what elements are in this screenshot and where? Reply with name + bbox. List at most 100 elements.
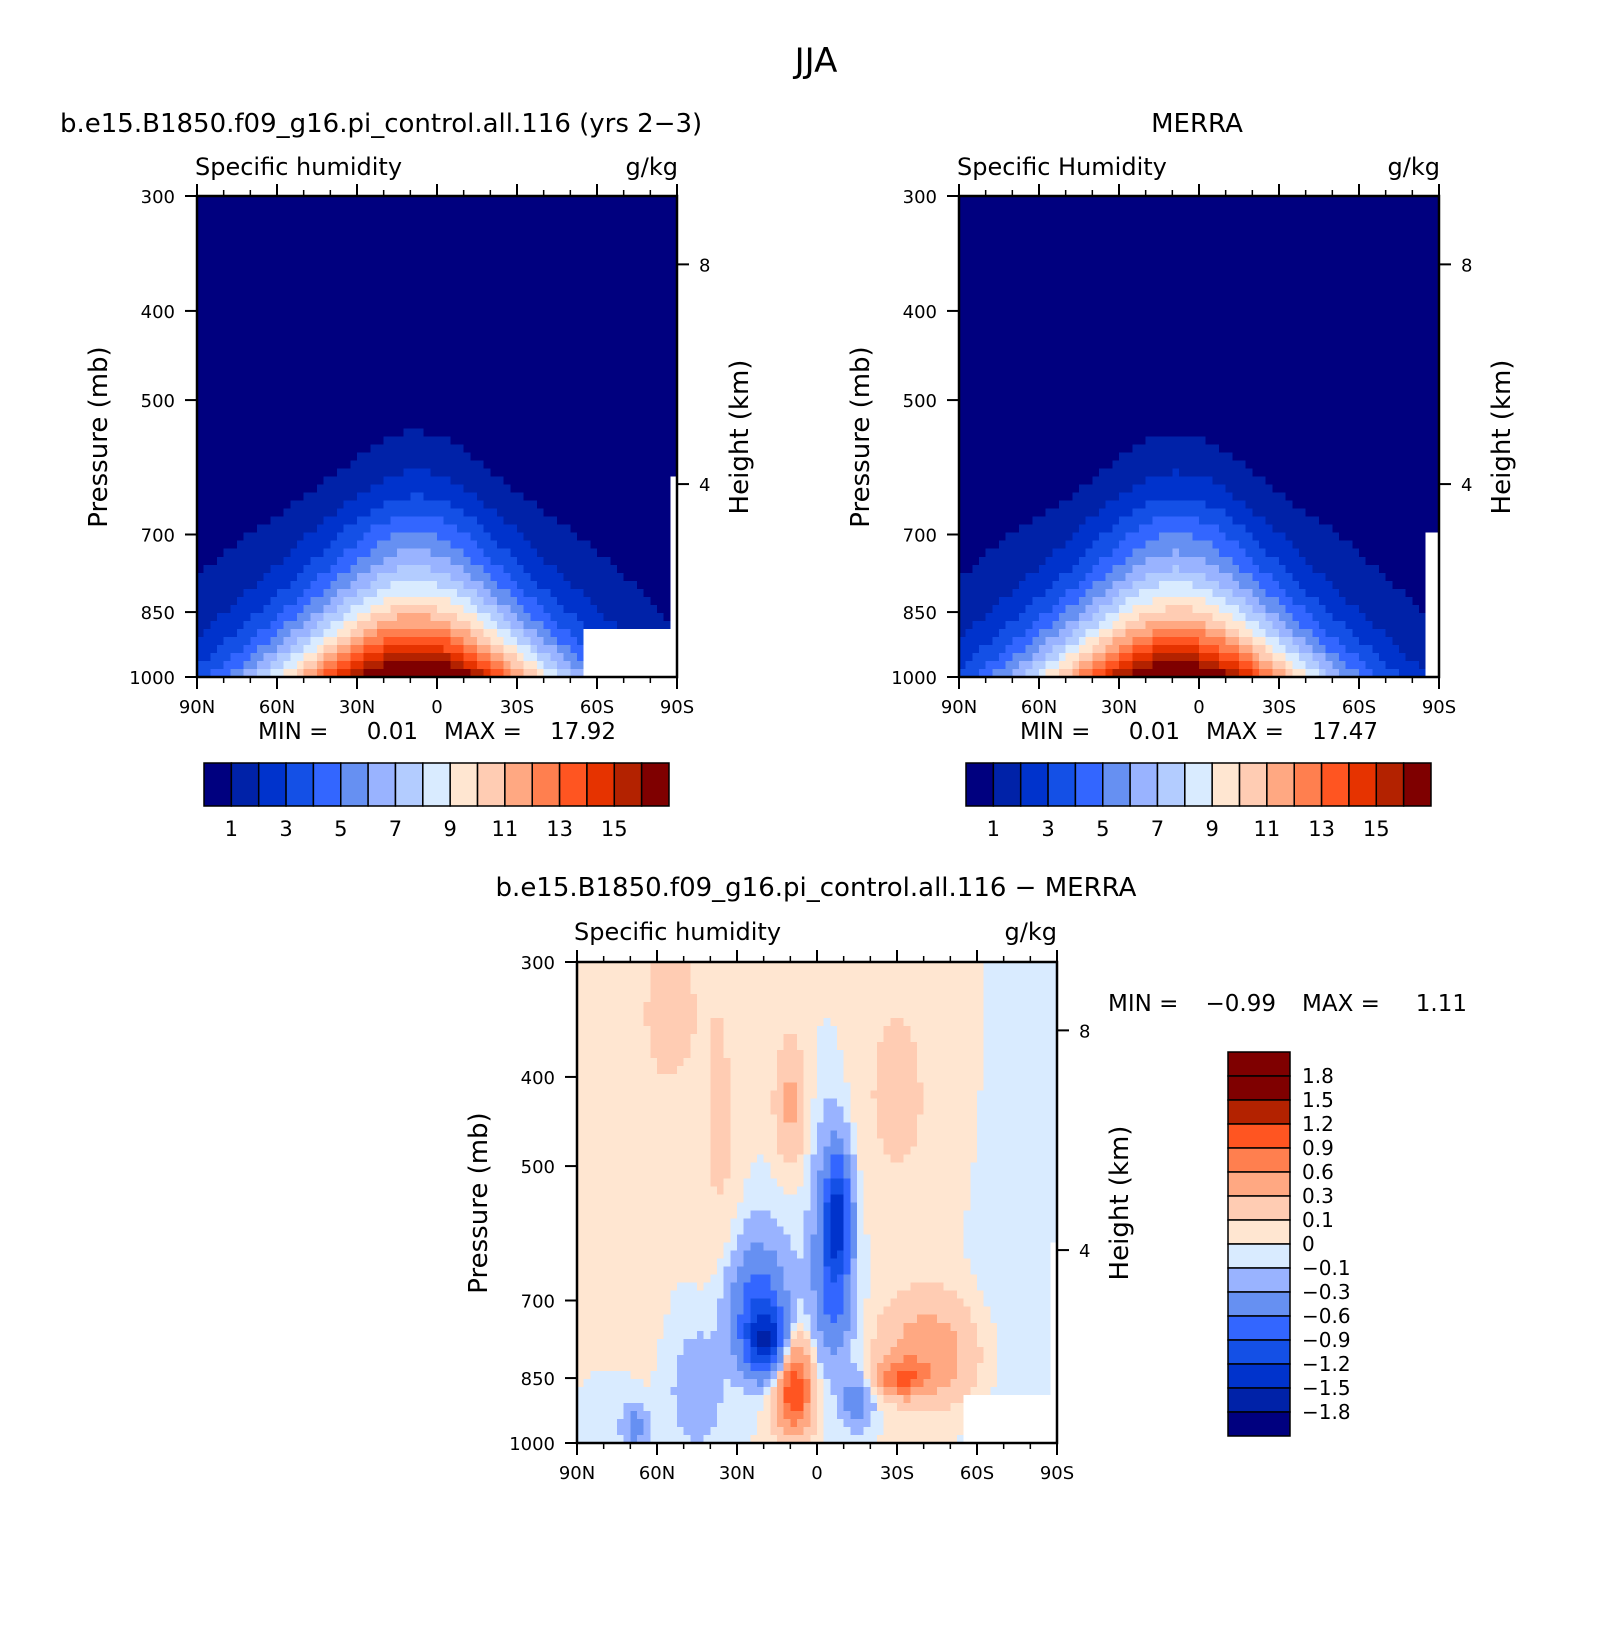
heatmap-cell [297,316,305,325]
heatmap-cell [263,348,271,357]
heatmap-cell [217,324,225,333]
heatmap-cell [510,532,518,542]
heatmap-cell [457,380,465,389]
heatmap-cell [603,316,611,325]
heatmap-cell [497,372,505,381]
heatmap-cell [1339,244,1347,253]
heatmap-cell [277,588,285,598]
heatmap-cell [1025,220,1033,229]
heatmap-cell [290,572,298,582]
heatmap-cell [557,556,565,566]
heatmap-cell [517,380,525,389]
heatmap-cell [370,508,378,518]
heatmap-cell [557,404,565,414]
heatmap-cell [643,596,651,606]
heatmap-cell [203,308,211,317]
heatmap-cell [510,324,518,333]
heatmap-cell [537,276,545,285]
heatmap-cell [430,468,438,478]
heatmap-cell [1299,228,1307,237]
heatmap-cell [317,468,325,478]
heatmap-cell [603,444,611,454]
heatmap-cell [343,436,351,446]
heatmap-cell [457,284,465,293]
heatmap-cell [583,332,591,341]
heatmap-cell [537,612,545,622]
heatmap-cell [670,212,678,221]
heatmap-cell [1199,212,1207,221]
heatmap-cell [297,468,305,478]
heatmap-cell [337,668,345,678]
heatmap-cell [590,604,598,614]
heatmap-cell [297,460,305,470]
heatmap-cell [1399,204,1407,213]
heatmap-cell [543,572,551,582]
heatmap-cell [370,220,378,229]
heatmap-cell [437,548,445,558]
heatmap-cell [657,436,665,446]
heatmap-cell [497,612,505,622]
heatmap-cell [203,388,211,398]
heatmap-cell [370,292,378,301]
heatmap-cell [537,564,545,574]
heatmap-cell [417,460,425,470]
heatmap-cell [330,524,338,534]
heatmap-cell [383,628,391,638]
heatmap-cell [283,620,291,630]
heatmap-cell [457,612,465,622]
heatmap-cell [263,404,271,414]
heatmap-cell [557,220,565,229]
heatmap-cell [623,260,631,269]
heatmap-cell [237,484,245,494]
heatmap-cell [423,636,431,646]
heatmap-cell [517,564,525,574]
heatmap-cell [1285,212,1293,221]
heatmap-cell [577,628,585,638]
heatmap-cell [503,332,511,341]
heatmap-cell [583,396,591,406]
heatmap-cell [290,324,298,333]
heatmap-cell [323,348,331,357]
heatmap-cell [1312,196,1320,205]
heatmap-cell [450,588,458,598]
heatmap-cell [197,548,205,558]
heatmap-cell [577,380,585,389]
heatmap-cell [237,652,245,662]
heatmap-cell [617,412,625,422]
heatmap-cell [610,356,618,365]
heatmap-cell [510,500,518,510]
heatmap-cell [643,556,651,566]
heatmap-cell [570,516,578,526]
heatmap-cell [550,508,558,518]
heatmap-cell [470,268,478,277]
heatmap-cell [1132,196,1140,205]
heatmap-cell [1272,204,1280,213]
heatmap-cell [283,516,291,526]
heatmap-cell [650,396,658,406]
heatmap-cell [1265,220,1273,229]
heatmap-cell [1432,220,1440,229]
heatmap-cell [197,204,205,213]
heatmap-cell [250,348,258,357]
heatmap-cell [357,324,365,333]
heatmap-cell [1025,196,1033,205]
heatmap-cell [965,212,973,221]
heatmap-cell [297,260,305,269]
heatmap-cell [590,244,598,253]
heatmap-cell [350,388,358,398]
heatmap-cell [503,364,511,373]
heatmap-cell [317,308,325,317]
heatmap-cell [517,604,525,614]
heatmap-cell [650,212,658,221]
heatmap-cell [423,468,431,478]
heatmap-cell [617,484,625,494]
heatmap-cell [577,292,585,301]
heatmap-cell [510,612,518,622]
heatmap-cell [317,300,325,309]
heatmap-cell [590,324,598,333]
heatmap-cell [283,212,291,221]
heatmap-cell [443,308,451,317]
heatmap-cell [237,508,245,518]
heatmap-cell [603,388,611,398]
heatmap-cell [243,364,251,373]
